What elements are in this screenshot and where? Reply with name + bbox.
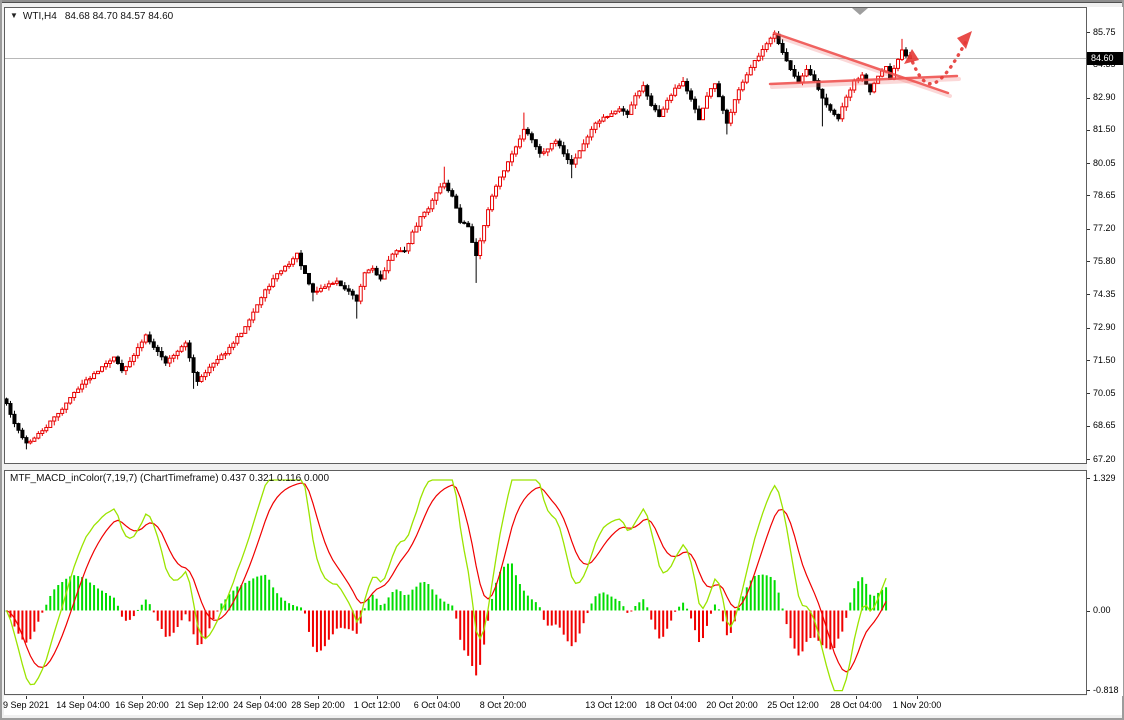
price-axis-tick xyxy=(1087,163,1090,165)
current-price-badge: 84.60 xyxy=(1087,52,1123,65)
price-axis-label: 71.50 xyxy=(1093,354,1116,365)
price-axis-label: 81.50 xyxy=(1093,124,1116,135)
price-axis-tick xyxy=(1087,425,1090,427)
chart-shift-marker-icon xyxy=(852,8,868,15)
macd-axis-zero: 0.00 xyxy=(1093,605,1111,615)
date-axis-label: 28 Sep 20:00 xyxy=(291,700,345,710)
ohlc-readout: 84.68 84.70 84.57 84.60 xyxy=(64,11,174,22)
date-axis-label: 6 Oct 04:00 xyxy=(413,700,461,710)
date-axis-tick xyxy=(856,696,857,699)
date-axis-label: 18 Oct 04:00 xyxy=(645,700,697,710)
arrow-head-icon xyxy=(957,31,972,49)
date-axis-label: 25 Oct 12:00 xyxy=(767,700,819,710)
price-axis-tick xyxy=(1087,261,1090,263)
price-axis-label: 80.05 xyxy=(1093,157,1116,168)
candles-group xyxy=(5,30,912,450)
price-axis-label: 85.75 xyxy=(1093,26,1116,37)
date-axis-label: 21 Sep 12:00 xyxy=(175,700,229,710)
date-axis-tick xyxy=(377,696,378,699)
date-axis-tick xyxy=(917,696,918,699)
price-axis-tick xyxy=(1087,459,1090,461)
date-axis-tick xyxy=(260,696,261,699)
trend-line xyxy=(768,74,959,86)
price-axis-label: 68.65 xyxy=(1093,420,1116,431)
date-axis-label: 1 Oct 12:00 xyxy=(353,700,401,710)
date-axis-tick xyxy=(202,696,203,699)
date-axis-tick xyxy=(671,696,672,699)
chevron-down-icon[interactable]: ▼ xyxy=(10,11,18,20)
date-axis-tick xyxy=(611,696,612,699)
date-axis-tick xyxy=(142,696,143,699)
chart-header: ▼ WTI,H4 84.68 84.70 84.57 84.60 xyxy=(10,11,173,22)
macd-axis-min: -0.818 xyxy=(1093,685,1119,695)
trend-line-shadow xyxy=(770,77,961,89)
price-axis-tick xyxy=(1087,393,1090,395)
macd-axis-tick xyxy=(1087,478,1090,479)
trend-line-shadow xyxy=(774,34,952,98)
date-axis-label: 16 Sep 20:00 xyxy=(115,700,169,710)
price-axis-tick xyxy=(1087,294,1090,296)
date-axis-tick xyxy=(318,696,319,699)
date-axis-label: 9 Sep 2021 xyxy=(2,700,50,710)
price-axis-tick xyxy=(1087,97,1090,99)
price-axis-label: 67.20 xyxy=(1093,453,1116,464)
macd-axis-tick xyxy=(1087,611,1090,612)
window-edge-right xyxy=(1122,0,1124,720)
macd-chart-canvas[interactable] xyxy=(5,471,1086,694)
window-edge-bottom xyxy=(0,718,1124,720)
date-axis-tick xyxy=(732,696,733,699)
window-edge-top xyxy=(0,0,1124,3)
price-axis-tick xyxy=(1087,228,1090,230)
macd-histogram xyxy=(5,563,888,676)
date-axis-label: 1 Nov 20:00 xyxy=(892,700,942,710)
date-axis-tick xyxy=(437,696,438,699)
price-axis-label: 74.35 xyxy=(1093,288,1116,299)
arrow-head-icon xyxy=(904,49,919,64)
macd-axis-tick xyxy=(1087,690,1090,691)
date-axis-label: 14 Sep 04:00 xyxy=(56,700,110,710)
date-axis-label: 13 Oct 12:00 xyxy=(585,700,637,710)
price-axis-label: 77.20 xyxy=(1093,223,1116,234)
date-axis-tick xyxy=(26,696,27,699)
date-axis-tick xyxy=(793,696,794,699)
price-axis-label: 70.05 xyxy=(1093,387,1116,398)
price-axis-tick xyxy=(1087,32,1090,33)
price-axis-label: 75.80 xyxy=(1093,255,1116,266)
price-axis-tick xyxy=(1087,360,1090,362)
symbol-timeframe-label: WTI,H4 xyxy=(22,11,57,22)
price-axis-tick xyxy=(1087,195,1090,197)
date-axis-tick xyxy=(503,696,504,699)
candlestick-chart-canvas[interactable] xyxy=(5,8,1086,463)
price-axis[interactable]: 85.7584.3582.9081.5080.0578.6577.2075.80… xyxy=(1087,7,1123,696)
date-axis-tick xyxy=(83,696,84,699)
macd-axis-max: 1.329 xyxy=(1093,473,1116,483)
macd-indicator-label: MTF_MACD_inColor(7,19,7) (ChartTimeframe… xyxy=(10,473,330,484)
window-edge-left xyxy=(0,0,2,720)
date-axis[interactable]: 9 Sep 2021 14 Sep 04:00 16 Sep 20:00 21 Sep… xyxy=(2,696,1122,715)
date-axis-label: 8 Oct 20:00 xyxy=(479,700,527,710)
macd-main-line xyxy=(5,479,887,692)
date-axis-label: 24 Sep 04:00 xyxy=(233,700,287,710)
price-axis-label: 82.90 xyxy=(1093,92,1116,103)
price-axis-tick xyxy=(1087,327,1090,329)
price-axis-tick xyxy=(1087,129,1090,131)
price-axis-label: 78.65 xyxy=(1093,189,1116,200)
date-axis-label: 20 Oct 20:00 xyxy=(706,700,758,710)
trend-line xyxy=(772,31,950,95)
macd-indicator-panel[interactable]: MTF_MACD_inColor(7,19,7) (ChartTimeframe… xyxy=(4,470,1087,695)
price-chart-panel[interactable]: ▼ WTI,H4 84.68 84.70 84.57 84.60 xyxy=(4,7,1087,464)
date-axis-label: 28 Oct 04:00 xyxy=(830,700,882,710)
price-axis-label: 72.90 xyxy=(1093,322,1116,333)
